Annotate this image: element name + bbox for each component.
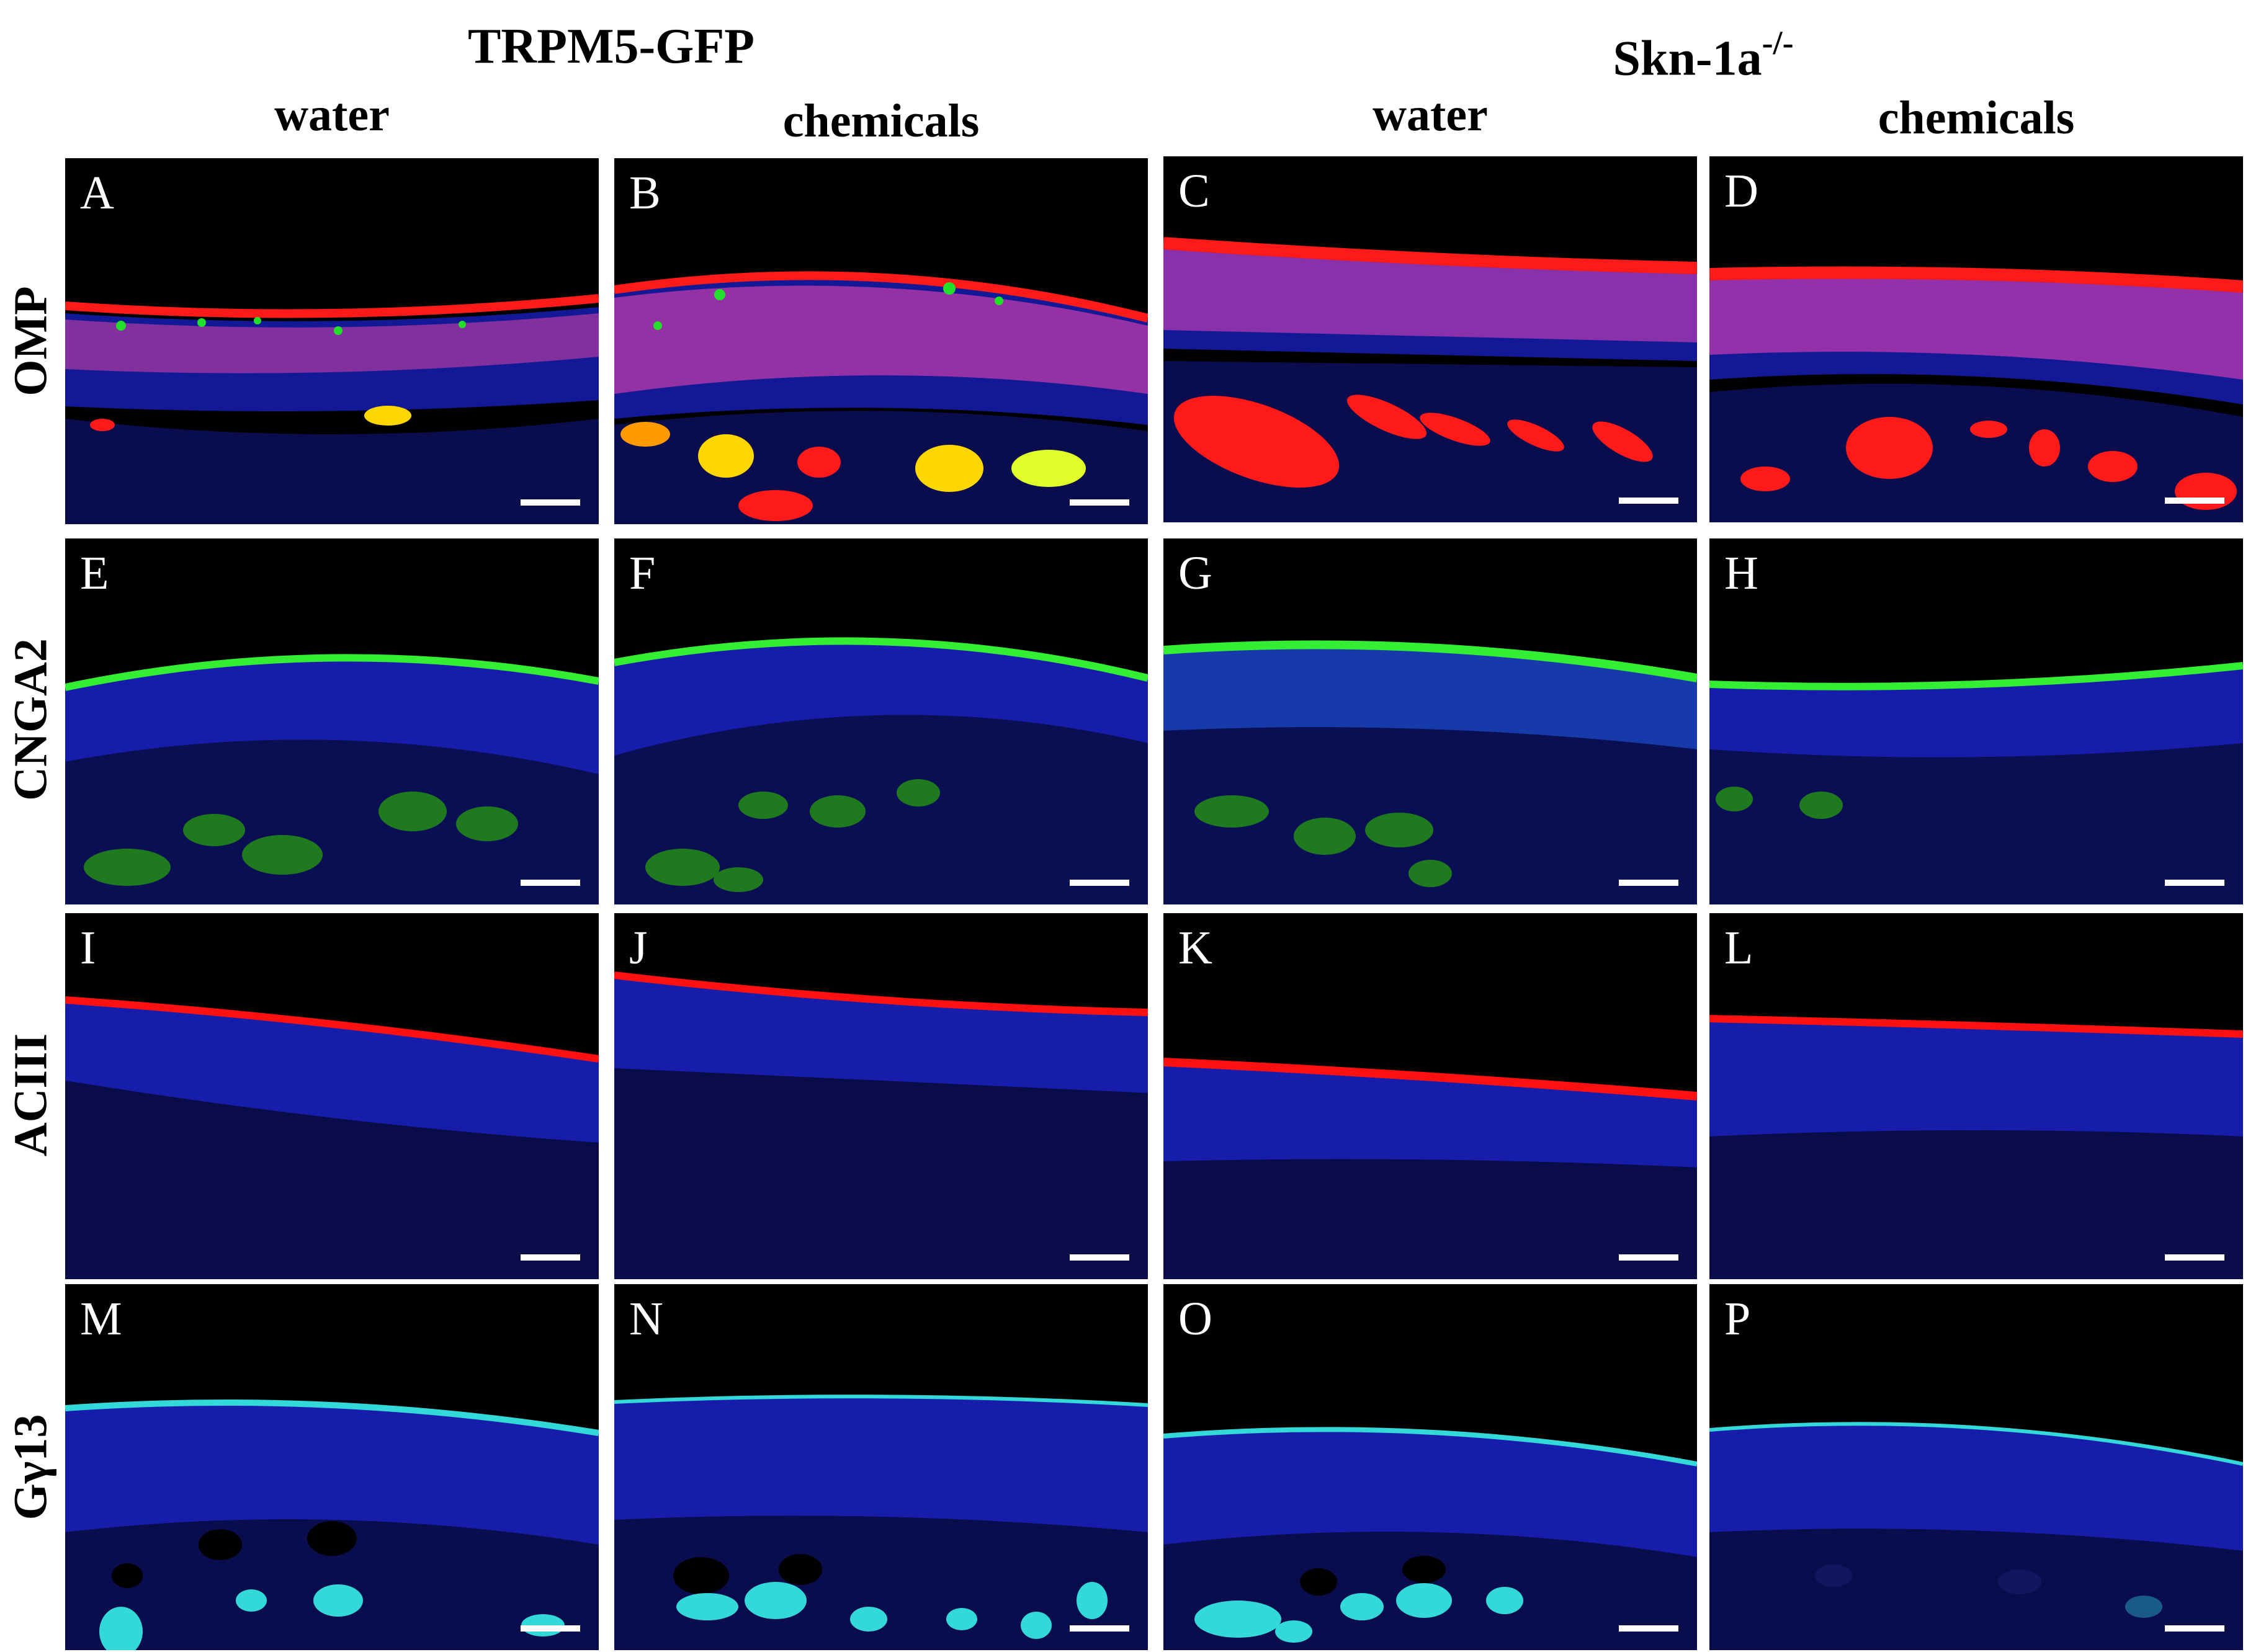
panel-letter: P [1724,1293,1751,1345]
panel-letter: N [629,1293,663,1345]
scale-bar-icon [521,499,580,506]
micrograph-omp-water-skn1a [1163,237,1697,522]
image-panel-d: D [1709,156,2243,522]
image-panel-g: G [1163,538,1697,904]
group-title-trpm5-gfp: TRPM5-GFP [62,12,1160,81]
scale-bar-icon [1070,880,1129,886]
micrograph-aciii-chemicals-skn1a [1709,1015,2243,1279]
scale-bar-icon [1070,1625,1129,1632]
micrograph-aciii-chemicals-trpm5 [614,971,1148,1279]
row-label-omp: OMP [4,286,57,396]
image-panel-p: P [1709,1284,2243,1650]
column-title-chemicals-2: chemicals [1878,92,2075,144]
micrograph-ggamma13-chemicals-skn1a [1709,1422,2243,1650]
panel-letter: G [1178,547,1212,599]
scale-bar-icon [2165,880,2224,886]
scale-bar-icon [1070,1254,1129,1261]
scale-bar-icon [2165,1254,2224,1261]
panel-letter: L [1724,922,1753,974]
scale-bar-icon [1070,499,1129,506]
micrograph-aciii-water-trpm5 [65,996,599,1279]
micrograph-omp-chemicals-skn1a [1709,266,2243,522]
panel-letter: D [1724,165,1758,217]
image-panel-e: E [65,538,599,904]
scale-bar-icon [1619,880,1678,886]
micrograph-ggamma13-water-skn1a [1163,1427,1697,1650]
image-panel-f: F [614,538,1148,904]
micrograph-cnga2-chemicals-skn1a [1709,662,2243,904]
panel-letter: J [629,922,648,974]
image-panel-b: B [614,158,1148,524]
micrograph-omp-chemicals-trpm5 [614,271,1148,524]
micrograph-cnga2-water-trpm5 [65,654,599,904]
micrograph-cnga2-water-skn1a [1163,640,1697,904]
scale-bar-icon [2165,498,2224,504]
group-title-text: TRPM5-GFP [467,19,755,74]
micrograph-ggamma13-water-trpm5 [65,1400,599,1650]
column-title-water-2: water [1373,89,1488,141]
group-title-skn1a: Skn-1a-/- [1160,12,2246,86]
row-label-ggamma13: Gγ13 [4,1414,57,1520]
image-panel-o: O [1163,1284,1697,1650]
scale-bar-icon [521,1254,580,1261]
micrograph-omp-water-trpm5 [65,294,599,524]
panel-letter: H [1724,547,1758,599]
panel-letter: M [80,1293,122,1345]
scale-bar-icon [521,1625,580,1632]
scale-bar-icon [521,880,580,886]
row-label-cnga2: CNGA2 [4,638,57,801]
image-panel-h: H [1709,538,2243,904]
image-panel-k: K [1163,913,1697,1279]
panel-letter: B [629,167,661,219]
image-panel-c: C [1163,156,1697,522]
image-panel-n: N [614,1284,1148,1650]
micrograph-aciii-water-skn1a [1163,1058,1697,1279]
row-label-aciii: ACIII [4,1033,57,1157]
panel-letter: K [1178,922,1212,974]
panel-letter: F [629,547,656,599]
panel-letter: E [80,547,109,599]
image-panel-i: I [65,913,599,1279]
scale-bar-icon [1619,1254,1678,1261]
column-title-chemicals-1: chemicals [782,95,980,147]
group-title-superscript: -/- [1762,24,1794,61]
image-panel-l: L [1709,913,2243,1279]
image-panel-a: A [65,158,599,524]
scale-bar-icon [2165,1625,2224,1632]
panel-letter: I [80,922,96,974]
scale-bar-icon [1619,498,1678,504]
scale-bar-icon [1619,1625,1678,1632]
micrograph-ggamma13-chemicals-trpm5 [614,1395,1148,1650]
micrograph-cnga2-chemicals-trpm5 [614,637,1148,904]
panel-letter: O [1178,1293,1212,1345]
panel-letter: A [80,167,114,219]
panel-letter: C [1178,165,1210,217]
image-panel-j: J [614,913,1148,1279]
column-title-water-1: water [274,89,390,141]
group-title-text: Skn-1a [1613,31,1762,86]
image-panel-m: M [65,1284,599,1650]
